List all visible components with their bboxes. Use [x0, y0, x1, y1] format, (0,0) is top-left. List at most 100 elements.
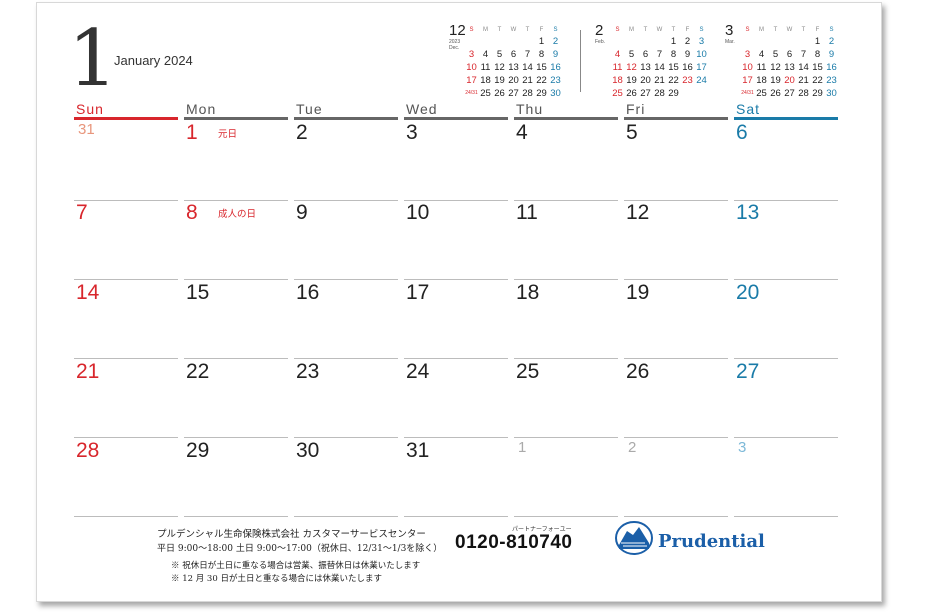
- day-number: 2: [628, 439, 637, 456]
- mini-day: 1: [538, 36, 545, 47]
- mini-day: 23: [826, 75, 837, 86]
- mini-day: 8: [814, 49, 821, 60]
- mini-day: 20: [508, 75, 519, 86]
- day-rule: [624, 200, 728, 201]
- day-rule: [294, 516, 398, 517]
- mini-weekday-header: T: [671, 27, 676, 33]
- mini-day: 29: [668, 88, 679, 99]
- mini-month-label: Mar.: [725, 39, 735, 45]
- day-number: 3: [406, 121, 418, 144]
- mini-weekday-header: M: [483, 27, 488, 33]
- mini-day: 21: [522, 75, 533, 86]
- mini-weekday-header: M: [629, 27, 634, 33]
- weekday-rule: [404, 117, 508, 120]
- day-number: 31: [406, 439, 430, 462]
- mini-day: 11: [480, 62, 491, 73]
- day-rule: [294, 279, 398, 280]
- mini-day: 16: [682, 62, 693, 73]
- day-number: 26: [626, 360, 650, 383]
- mini-day: 12: [770, 62, 781, 73]
- day-number: 10: [406, 201, 430, 224]
- mini-day: 1: [814, 36, 821, 47]
- mini-day: 12: [494, 62, 505, 73]
- mini-day: 9: [828, 49, 835, 60]
- mini-day: 29: [536, 88, 547, 99]
- day-number: 5: [626, 121, 638, 144]
- mini-day: 11: [756, 62, 767, 73]
- day-number: 15: [186, 281, 210, 304]
- mini-day: 14: [654, 62, 665, 73]
- mini-day: 22: [668, 75, 679, 86]
- mini-day: 22: [812, 75, 823, 86]
- mini-day: 6: [510, 49, 517, 60]
- day-rule: [624, 437, 728, 438]
- day-rule: [184, 437, 288, 438]
- mini-day: 2: [552, 36, 559, 47]
- mini-day: 19: [494, 75, 505, 86]
- day-rule: [404, 358, 508, 359]
- mini-day: 14: [522, 62, 533, 73]
- mini-day: 8: [670, 49, 677, 60]
- mini-day: 23: [682, 75, 693, 86]
- day-rule: [514, 437, 618, 438]
- service-hours: 平日 9:00～18:00 土日 9:00～17:00（祝休日、12/31～1/…: [157, 544, 443, 554]
- mini-day: 26: [626, 88, 637, 99]
- day-rule: [734, 516, 838, 517]
- mini-month-label: Feb.: [595, 39, 606, 45]
- mini-day: 2: [828, 36, 835, 47]
- mini-day: 9: [684, 49, 691, 60]
- weekday-rule: [184, 117, 288, 120]
- mini-day: 24/31: [741, 90, 754, 96]
- mini-day: 18: [612, 75, 623, 86]
- day-rule: [514, 200, 618, 201]
- mini-month-number: 12: [449, 22, 466, 39]
- day-rule: [734, 437, 838, 438]
- mini-weekday-header: M: [759, 27, 764, 33]
- day-rule: [624, 358, 728, 359]
- mini-weekday-header: S: [553, 27, 558, 33]
- mini-day: 28: [798, 88, 809, 99]
- day-number: 29: [186, 439, 210, 462]
- mini-day: 21: [798, 75, 809, 86]
- weekday-rule: [294, 117, 398, 120]
- day-number: 30: [296, 439, 320, 462]
- mini-day: 29: [812, 88, 823, 99]
- mini-day: 17: [742, 75, 753, 86]
- day-number: 2: [296, 121, 308, 144]
- day-number: 7: [76, 201, 88, 224]
- day-rule: [514, 516, 618, 517]
- day-rule: [74, 200, 178, 201]
- mini-day: 9: [552, 49, 559, 60]
- mini-weekday-header: T: [801, 27, 806, 33]
- mini-weekday-header: S: [829, 27, 834, 33]
- calendar-page: [36, 2, 882, 602]
- footer-note: ※ 12 月 30 日が土日と重なる場合には休業いたします: [171, 574, 382, 584]
- holiday-label: 元日: [218, 129, 238, 140]
- mini-day: 5: [628, 49, 635, 60]
- mini-day: 10: [466, 62, 477, 73]
- mini-day: 10: [742, 62, 753, 73]
- day-rule: [734, 279, 838, 280]
- day-number: 25: [516, 360, 540, 383]
- day-number: 28: [76, 439, 100, 462]
- mini-day: 12: [626, 62, 637, 73]
- mini-weekday-header: T: [525, 27, 530, 33]
- day-number: 1: [518, 439, 527, 456]
- mini-day: 15: [668, 62, 679, 73]
- mini-weekday-header: S: [745, 27, 750, 33]
- mini-month-label: Dec.: [449, 45, 460, 51]
- day-number: 11: [516, 201, 538, 224]
- day-number: 20: [736, 281, 760, 304]
- day-number: 12: [626, 201, 650, 224]
- holiday-label: 成人の日: [218, 209, 257, 220]
- mini-day: 19: [626, 75, 637, 86]
- rock-of-gibraltar-icon: [615, 521, 653, 560]
- day-number: 18: [516, 281, 540, 304]
- mini-day: 13: [784, 62, 795, 73]
- mini-weekday-header: S: [615, 27, 620, 33]
- mini-day: 25: [480, 88, 491, 99]
- day-rule: [294, 437, 398, 438]
- day-number: 14: [76, 281, 100, 304]
- month-number: 1: [68, 14, 118, 104]
- mini-weekday-header: S: [699, 27, 704, 33]
